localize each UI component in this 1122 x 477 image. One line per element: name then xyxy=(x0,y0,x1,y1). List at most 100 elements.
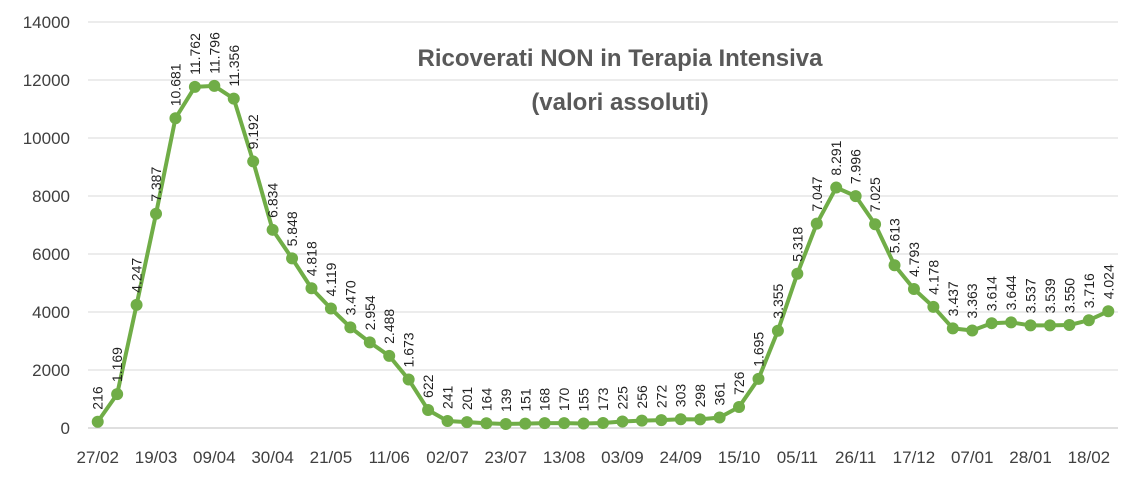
point xyxy=(597,416,609,429)
data-label: 7.025 xyxy=(867,177,883,212)
point xyxy=(752,372,765,385)
point xyxy=(538,417,551,430)
data-label: 5.318 xyxy=(789,227,805,262)
point xyxy=(363,336,376,349)
x-tick-label: 18/02 xyxy=(1068,448,1111,467)
data-label: 4.024 xyxy=(1100,264,1116,299)
data-label: 11.796 xyxy=(206,32,222,74)
point xyxy=(286,252,299,265)
x-tick-label: 27/02 xyxy=(76,448,119,467)
point xyxy=(208,79,221,92)
point xyxy=(1082,314,1095,327)
data-label: 9.192 xyxy=(245,114,261,149)
x-tick-label: 23/07 xyxy=(485,448,528,467)
x-tick-label: 05/11 xyxy=(777,448,818,467)
point xyxy=(227,92,240,105)
data-label: 5.848 xyxy=(284,211,300,246)
data-label: 151 xyxy=(517,388,533,412)
point xyxy=(1005,316,1018,329)
point xyxy=(674,413,687,426)
point xyxy=(422,403,435,416)
data-label: 7.387 xyxy=(148,167,164,202)
data-label: 4.178 xyxy=(925,260,941,295)
chart-subtitle: (valori assoluti) xyxy=(531,89,708,116)
data-label: 3.437 xyxy=(945,281,961,316)
point xyxy=(985,317,998,330)
data-label: 1.695 xyxy=(750,332,766,367)
point xyxy=(635,414,648,427)
data-label: 7.047 xyxy=(809,176,825,211)
x-tick-label: 28/01 xyxy=(1009,448,1052,467)
point xyxy=(655,414,668,427)
data-label: 4.818 xyxy=(303,241,319,276)
data-label: 4.247 xyxy=(129,258,145,293)
point xyxy=(888,259,901,272)
x-tick-label: 19/03 xyxy=(135,448,178,467)
point xyxy=(91,415,104,428)
data-label: 11.356 xyxy=(226,45,242,87)
point xyxy=(266,223,279,236)
data-label: 256 xyxy=(634,385,650,409)
data-label: 6.834 xyxy=(265,183,281,218)
y-tick-label: 12000 xyxy=(23,71,70,90)
x-tick-label: 02/07 xyxy=(426,448,469,467)
y-tick-label: 10000 xyxy=(23,129,70,148)
point xyxy=(810,217,823,230)
x-tick-label: 21/05 xyxy=(310,448,353,467)
data-label: 4.793 xyxy=(906,242,922,277)
x-tick-label: 11/06 xyxy=(369,448,410,467)
data-label: 2.954 xyxy=(362,295,378,330)
data-label: 726 xyxy=(731,371,747,395)
point xyxy=(558,417,571,430)
data-label: 139 xyxy=(498,388,514,412)
point xyxy=(946,322,959,335)
point xyxy=(713,411,726,424)
data-label: 155 xyxy=(576,388,592,412)
point xyxy=(577,417,590,430)
point xyxy=(849,190,862,203)
data-label: 8.291 xyxy=(828,140,844,175)
point xyxy=(344,321,357,334)
point xyxy=(383,349,396,362)
point xyxy=(169,112,182,125)
x-tick-label: 24/09 xyxy=(659,448,702,467)
data-label: 622 xyxy=(420,374,436,398)
point xyxy=(460,416,473,429)
data-label: 298 xyxy=(692,384,708,408)
data-label: 2.488 xyxy=(381,309,397,344)
data-label: 241 xyxy=(440,385,456,409)
point xyxy=(907,283,920,296)
y-tick-label: 4000 xyxy=(32,303,70,322)
point xyxy=(927,300,940,313)
point xyxy=(480,417,493,430)
point xyxy=(402,373,415,386)
point xyxy=(324,302,337,315)
point xyxy=(188,80,201,93)
x-tick-label: 03/09 xyxy=(601,448,644,467)
x-tick-label: 30/04 xyxy=(251,448,294,467)
data-label: 7.996 xyxy=(848,149,864,184)
x-tick-label: 15/10 xyxy=(718,448,761,467)
point xyxy=(305,282,318,295)
data-label: 225 xyxy=(614,386,630,410)
data-label: 303 xyxy=(673,384,689,408)
point xyxy=(1102,305,1115,318)
data-label: 164 xyxy=(478,388,494,412)
y-tick-label: 6000 xyxy=(32,245,70,264)
data-label: 5.613 xyxy=(887,218,903,253)
data-label: 3.363 xyxy=(964,283,980,318)
point xyxy=(869,218,882,231)
data-label: 3.539 xyxy=(1042,278,1058,313)
point xyxy=(441,415,454,428)
point xyxy=(499,417,512,430)
y-tick-label: 0 xyxy=(61,419,70,438)
point xyxy=(1024,319,1037,332)
data-label: 3.470 xyxy=(342,280,358,315)
data-label: 201 xyxy=(459,387,475,411)
data-label: 11.762 xyxy=(187,33,203,75)
point xyxy=(830,181,843,194)
point xyxy=(966,324,979,337)
data-label: 3.550 xyxy=(1061,278,1077,313)
point xyxy=(1043,319,1056,332)
